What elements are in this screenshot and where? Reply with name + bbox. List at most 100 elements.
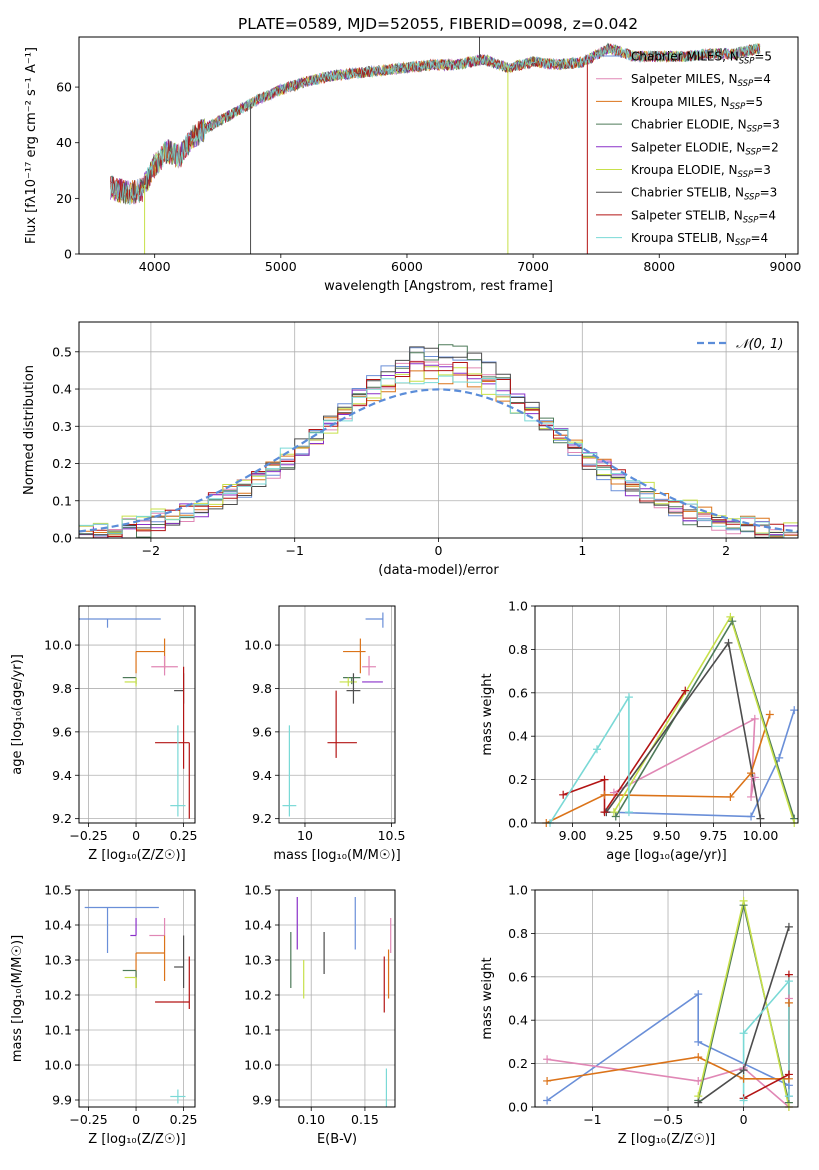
errorbar-point — [174, 935, 185, 988]
x-axis-label: E(B-V) — [317, 1132, 357, 1147]
y-tick-label: 0.1 — [52, 493, 72, 508]
errorbar-point — [122, 969, 137, 988]
errorbar-point — [282, 725, 297, 817]
series-marker — [600, 775, 609, 784]
legend-label: Salpeter ELODIE, NSSP=2 — [631, 140, 779, 157]
y-tick-label: 9.8 — [252, 681, 272, 696]
legend-label: Kroupa MILES, NSSP=5 — [631, 95, 763, 112]
series-marker — [624, 693, 633, 702]
errorbar-point — [130, 918, 137, 937]
legend-label: Chabrier MILES, NSSP=5 — [631, 50, 772, 67]
plot-area — [79, 618, 190, 819]
x-tick-label: 0 — [435, 543, 443, 558]
x-tick-label: 0.10 — [297, 1112, 325, 1127]
errorbar-point — [343, 638, 366, 674]
series-marker — [681, 686, 690, 695]
x-axis-label: Z [log₁₀(Z/Z☉)] — [618, 1132, 715, 1147]
x-tick-label: 6000 — [391, 259, 423, 274]
y-tick-label: 10.5 — [44, 883, 72, 898]
axes-frame — [534, 889, 799, 1108]
x-tick-label: 5000 — [265, 259, 297, 274]
x-tick-label: 0 — [132, 1112, 140, 1127]
y-tick-label: 0.2 — [508, 1056, 528, 1071]
x-tick-label: 0 — [740, 1112, 748, 1127]
series-marker — [739, 1074, 748, 1083]
x-tick-label: −0.5 — [653, 1112, 683, 1127]
series-marker — [592, 745, 601, 754]
errorbar-point — [149, 918, 166, 937]
y-tick-label: 9.6 — [252, 724, 272, 739]
errorbar-point — [84, 906, 159, 953]
y-tick-label: 0.6 — [508, 969, 528, 984]
errorbar-point — [151, 655, 178, 676]
axes-frame — [78, 889, 196, 1108]
series-marker — [694, 990, 703, 999]
y-tick-label: 0.4 — [508, 729, 528, 744]
x-tick-label: 9.25 — [606, 828, 634, 843]
y-axis-label: mass weight — [480, 957, 495, 1039]
legend-label: Salpeter STELIB, NSSP=4 — [631, 208, 776, 225]
axes-frame — [78, 36, 799, 255]
x-tick-label: 0 — [132, 828, 140, 843]
x-tick-label: 9.75 — [700, 828, 728, 843]
series-marker — [765, 710, 774, 719]
y-axis-label: age [log₁₀(age/yr)] — [10, 654, 25, 775]
y-tick-label: 0.0 — [508, 816, 528, 831]
axes-frame — [78, 321, 799, 539]
errorbar-point — [365, 612, 384, 628]
chart-mass_vs_EBV: 0.10 0.15 9.9 10.0 10.1 10.2 10.3 10.4 10.5 E(B-V… — [244, 883, 396, 1147]
plot-area — [545, 614, 795, 823]
y-tick-label: 0.4 — [52, 382, 72, 397]
plot-area — [110, 37, 761, 254]
y-tick-label: 0.8 — [508, 642, 528, 657]
series-line-kroupa-elodie — [613, 614, 795, 823]
y-tick-label: 0.5 — [52, 344, 72, 359]
series-marker — [784, 977, 793, 986]
x-tick-label: −1 — [583, 1112, 601, 1127]
y-tick-label: 0.4 — [508, 1013, 528, 1028]
errorbar-point — [79, 618, 161, 628]
x-tick-label: 4000 — [139, 259, 171, 274]
x-tick-label: −0.25 — [69, 1112, 107, 1127]
legend-label-normal: 𝒩(0, 1) — [736, 337, 783, 352]
x-axis-label: wavelength [Angstrom, rest frame] — [324, 279, 553, 294]
spectrum-line-kroupa-stelib — [110, 43, 761, 205]
y-tick-label: 0.2 — [52, 456, 72, 471]
series-marker — [739, 1029, 748, 1038]
axes-frame — [78, 605, 196, 824]
plot-area — [84, 906, 190, 1104]
series-marker — [747, 792, 756, 801]
y-tick-label: 10.3 — [244, 953, 272, 968]
errorbar-point — [155, 666, 190, 769]
plot-area — [282, 612, 384, 817]
errorbar-point — [362, 655, 376, 676]
legend-label: Kroupa ELODIE, NSSP=3 — [631, 163, 771, 180]
y-axis-label: mass [log₁₀(M/M☉)] — [10, 935, 25, 1062]
y-axis-label: Normed distribution — [22, 365, 37, 495]
x-tick-label: 10 — [297, 828, 313, 843]
errorbar-point — [343, 677, 361, 685]
series-marker — [609, 808, 618, 817]
series-marker — [559, 790, 568, 799]
series-marker — [694, 1053, 703, 1062]
series-marker — [750, 773, 759, 782]
y-tick-label: 9.9 — [252, 1093, 272, 1108]
series-marker — [728, 617, 737, 626]
series-marker — [739, 1096, 748, 1105]
errorbar-point — [339, 677, 357, 687]
series-marker — [775, 753, 784, 762]
series-marker — [756, 814, 765, 823]
y-tick-label: 10.1 — [244, 1023, 272, 1038]
y-axis-label: mass weight — [480, 673, 495, 755]
series-marker — [600, 790, 609, 799]
series-marker — [694, 1098, 703, 1107]
series-marker — [784, 998, 793, 1007]
errorbar-point — [122, 677, 137, 685]
series-marker — [611, 812, 620, 821]
series-marker — [747, 812, 756, 821]
x-tick-label: −0.25 — [69, 828, 107, 843]
legend-label: Salpeter MILES, NSSP=4 — [631, 72, 771, 89]
series-marker — [543, 1076, 552, 1085]
x-tick-label: −1 — [285, 543, 303, 558]
